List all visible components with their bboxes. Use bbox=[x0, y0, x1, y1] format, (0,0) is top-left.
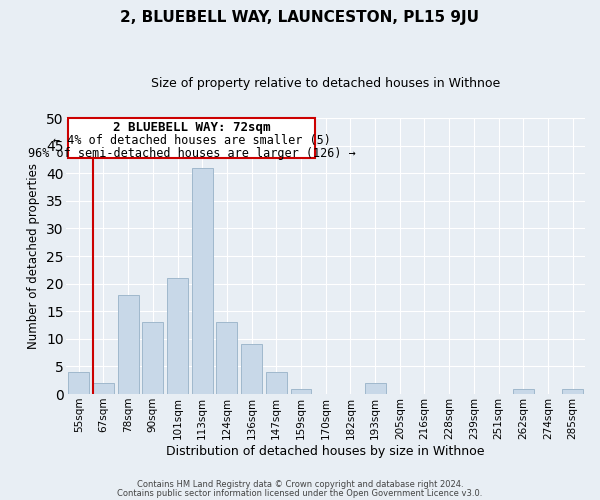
X-axis label: Distribution of detached houses by size in Withnoe: Distribution of detached houses by size … bbox=[166, 444, 485, 458]
Text: Contains HM Land Registry data © Crown copyright and database right 2024.: Contains HM Land Registry data © Crown c… bbox=[137, 480, 463, 489]
Bar bbox=[266, 372, 287, 394]
Text: 96% of semi-detached houses are larger (126) →: 96% of semi-detached houses are larger (… bbox=[28, 147, 356, 160]
Text: 2 BLUEBELL WAY: 72sqm: 2 BLUEBELL WAY: 72sqm bbox=[113, 121, 271, 134]
Bar bbox=[562, 388, 583, 394]
Bar bbox=[241, 344, 262, 394]
Text: ← 4% of detached houses are smaller (5): ← 4% of detached houses are smaller (5) bbox=[53, 134, 331, 146]
Bar bbox=[217, 322, 238, 394]
Bar bbox=[192, 168, 213, 394]
Bar bbox=[167, 278, 188, 394]
Text: 2, BLUEBELL WAY, LAUNCESTON, PL15 9JU: 2, BLUEBELL WAY, LAUNCESTON, PL15 9JU bbox=[121, 10, 479, 25]
Bar bbox=[118, 294, 139, 394]
Y-axis label: Number of detached properties: Number of detached properties bbox=[28, 163, 40, 349]
Bar bbox=[513, 388, 534, 394]
Text: Contains public sector information licensed under the Open Government Licence v3: Contains public sector information licen… bbox=[118, 488, 482, 498]
Bar bbox=[142, 322, 163, 394]
Bar bbox=[93, 383, 114, 394]
Bar bbox=[365, 383, 386, 394]
Bar bbox=[68, 372, 89, 394]
Title: Size of property relative to detached houses in Withnoe: Size of property relative to detached ho… bbox=[151, 78, 500, 90]
FancyBboxPatch shape bbox=[68, 118, 316, 158]
Bar bbox=[290, 388, 311, 394]
